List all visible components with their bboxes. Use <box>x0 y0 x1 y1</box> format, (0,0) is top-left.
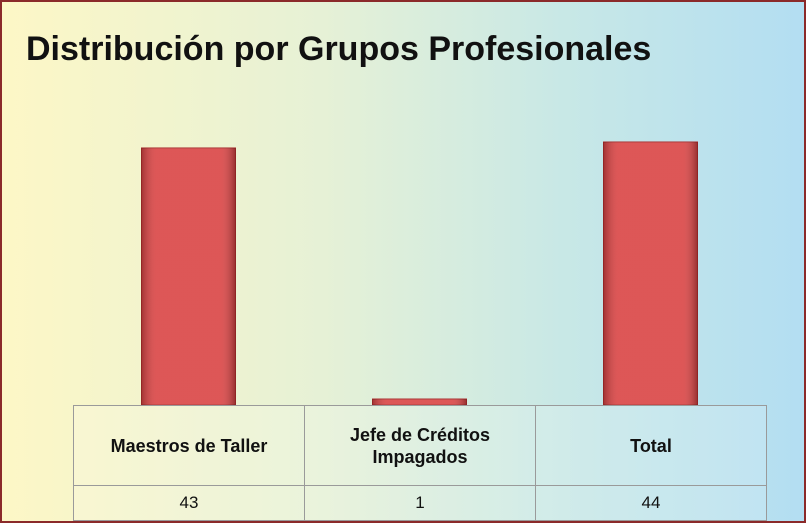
chart-title: Distribución por Grupos Profesionales <box>26 30 651 68</box>
bar <box>141 147 236 406</box>
table-header-cell: Maestros de Taller <box>73 405 305 486</box>
bar <box>603 141 698 406</box>
table-header-cell: Jefe de Créditos Impagados <box>304 405 536 486</box>
table-value-cell: 44 <box>535 485 767 521</box>
table-value-cell: 1 <box>304 485 536 521</box>
table-header-cell: Total <box>535 405 767 486</box>
table-value-cell: 43 <box>73 485 305 521</box>
